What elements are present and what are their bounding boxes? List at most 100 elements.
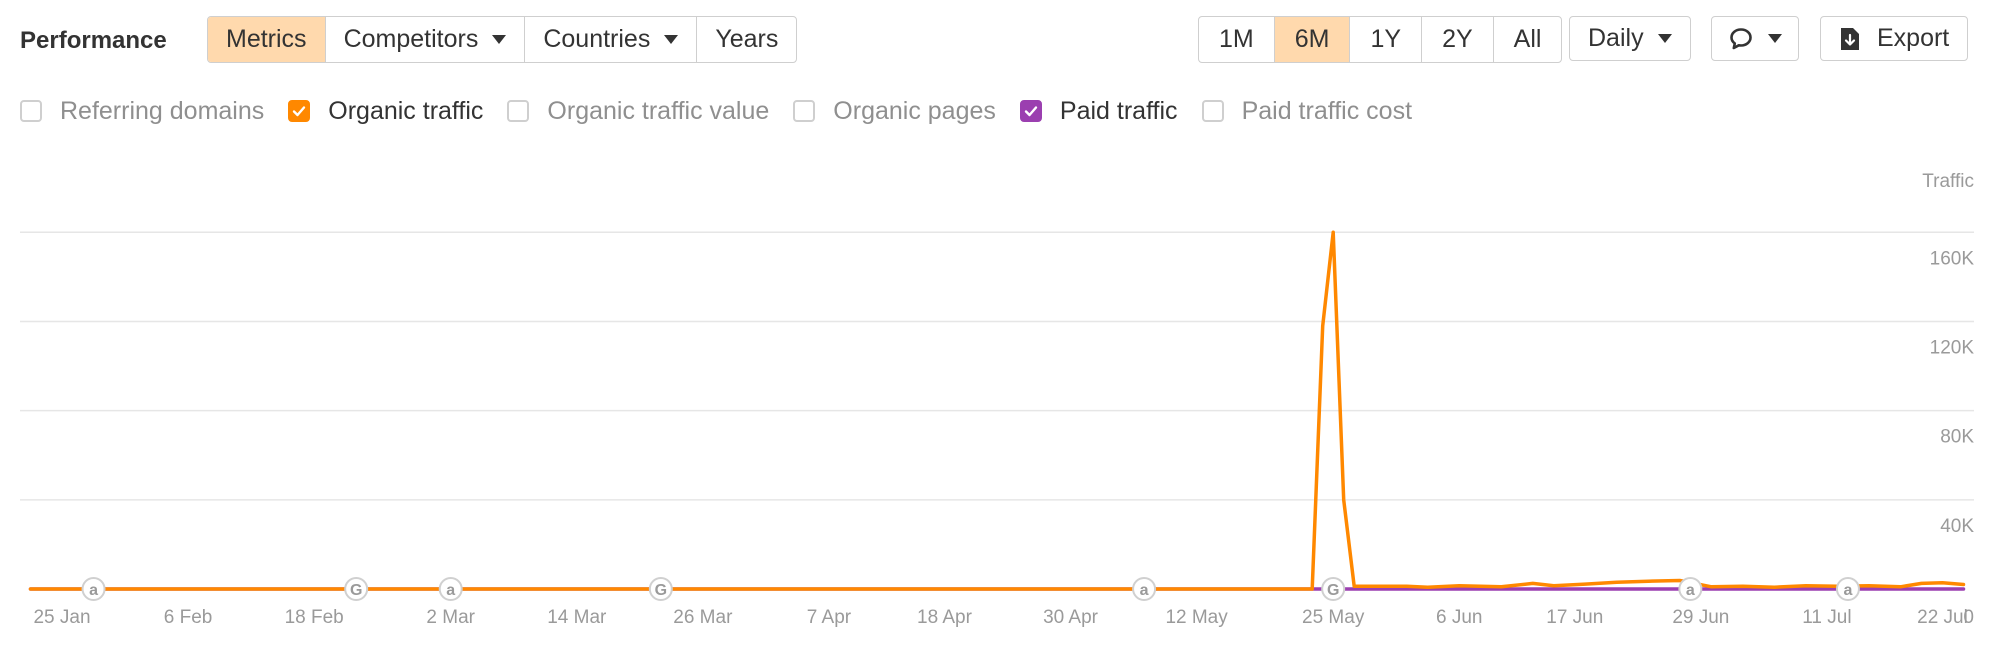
metric-label: Organic traffic [328,96,484,125]
metric-label: Paid traffic [1059,96,1178,125]
range-2y[interactable]: 2Y [1421,17,1493,62]
metric-organic-traffic[interactable]: Organic traffic [288,97,483,126]
x-tick-label: 30 Apr [1043,607,1099,628]
metric-label: Organic pages [833,96,996,125]
x-tick-label: 6 Feb [164,607,213,628]
checkbox[interactable] [507,100,530,122]
chevron-down-icon [1768,34,1782,43]
marker-glyph: a [446,582,455,599]
marker-circle [1321,577,1346,601]
x-tick-label: 11 Jul [1802,607,1851,628]
chevron-down-icon [492,35,507,44]
x-tick-label: 2 Mar [426,607,475,628]
metric-referring-domains[interactable]: Referring domains [20,97,264,126]
x-tick-label: 18 Feb [285,607,344,628]
marker-circle [81,577,106,601]
marker-circle [1678,577,1703,601]
metric-organic-traffic-value[interactable]: Organic traffic value [507,97,769,126]
range-2y-label: 2Y [1442,25,1473,53]
series-line-organic-traffic [28,230,1966,591]
checkbox-checked[interactable] [288,100,311,122]
comment-icon [1730,27,1752,49]
annotation-marker[interactable]: a [1678,577,1703,601]
marker-glyph: a [1843,582,1852,599]
y-axis-title: Traffic [1922,171,1974,192]
marker-glyph: a [1140,582,1149,599]
checkmark-icon [1024,106,1038,117]
marker-glyph: G [1327,582,1339,599]
export-label: Export [1877,24,1950,52]
tab-years[interactable]: Years [696,17,796,62]
marker-glyph: G [350,582,362,599]
tab-competitors[interactable]: Competitors [324,17,525,62]
marker-circle [1835,577,1860,601]
checkmark-icon [293,106,306,117]
x-tick-label: 25 Jan [33,607,90,628]
marker-circle [344,577,369,601]
metric-toggles: Referring domains Organic traffic Organi… [20,94,1436,128]
metric-label: Referring domains [60,96,265,125]
chevron-down-icon [1657,34,1672,43]
range-all-label: All [1513,25,1542,53]
x-tick-label: 18 Apr [917,607,973,628]
gridlines [20,231,1974,501]
export-button[interactable]: Export [1820,16,1969,61]
metric-label: Organic traffic value [547,96,770,125]
google-update-marker[interactable]: G [344,577,369,601]
x-tick-label: 17 Jun [1546,607,1603,628]
x-tick-label: 6 Jun [1436,607,1482,628]
download-doc-icon [1841,27,1859,50]
y-tick-label: 40K [1940,516,1974,537]
tab-competitors-label: Competitors [343,25,479,53]
marker-circle [1132,577,1157,601]
tab-metrics-label: Metrics [226,25,307,53]
x-axis-labels: 25 Jan 6 Feb 18 Feb 2 Mar 14 Mar 26 Mar 7 Apr 1… [33,607,1967,628]
marker-glyph: a [1686,582,1695,599]
x-tick-label: 7 Apr [807,607,852,628]
range-selector: 1M 6M 1Y 2Y All [1198,16,1563,63]
chevron-down-icon [664,35,679,44]
checkbox[interactable] [20,100,42,122]
range-all[interactable]: All [1492,17,1562,62]
tab-countries-label: Countries [543,25,651,53]
x-tick-label: 26 Mar [673,607,733,628]
interval-dropdown[interactable]: Daily [1569,16,1691,61]
annotation-marker[interactable]: a [81,577,106,601]
x-tick-label: 29 Jun [1672,607,1729,628]
range-6m[interactable]: 6M [1273,17,1350,62]
interval-label: Daily [1588,24,1644,52]
annotation-marker[interactable]: a [438,577,463,601]
y-tick-label: 0 [1963,607,1974,628]
y-tick-label: 120K [1930,337,1975,358]
x-tick-label: 22 Jul [1917,607,1968,628]
marker-circle [648,577,673,601]
checkbox[interactable] [1201,100,1224,122]
metric-organic-pages[interactable]: Organic pages [793,97,996,126]
comment-dropdown[interactable] [1711,16,1799,61]
metric-paid-traffic[interactable]: Paid traffic [1019,96,1178,126]
marker-circle [438,577,463,601]
annotation-marker[interactable]: a [1132,577,1157,601]
x-tick-label: 12 May [1165,607,1228,628]
marker-glyph: a [89,582,98,599]
x-tick-label: 14 Mar [547,607,607,628]
checkbox[interactable] [793,100,816,122]
marker-glyph: G [655,582,667,599]
google-update-marker[interactable]: G [1321,577,1346,601]
y-axis-labels: 0 40K 80K 120K 160K [1930,248,1975,628]
tab-countries[interactable]: Countries [524,17,696,62]
range-1m-label: 1M [1219,25,1254,53]
view-tabs: Metrics Competitors Countries Years [207,16,798,63]
x-tick-label: 25 May [1302,607,1365,628]
google-update-marker[interactable]: G [648,577,673,601]
checkbox-checked[interactable] [1019,100,1042,122]
range-1y[interactable]: 1Y [1349,17,1421,62]
tab-years-label: Years [715,25,779,53]
range-1m[interactable]: 1M [1199,17,1274,62]
annotation-marker[interactable]: a [1835,577,1860,601]
tab-metrics[interactable]: Metrics [208,17,325,62]
y-tick-label: 80K [1940,427,1974,448]
metric-paid-traffic-cost[interactable]: Paid traffic cost [1201,97,1412,126]
